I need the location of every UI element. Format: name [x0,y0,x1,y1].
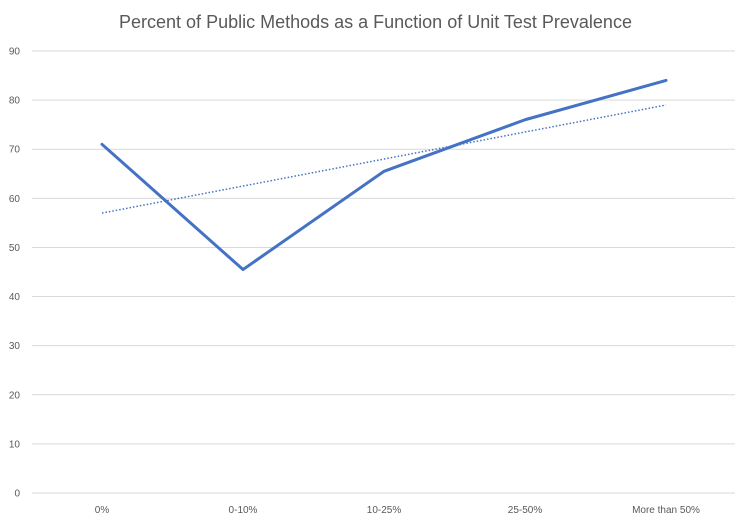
y-tick-label-50: 50 [9,243,21,254]
y-tick-label-90: 90 [9,47,21,58]
series-line-0 [100,78,668,272]
y-tick-label-30: 30 [9,341,21,352]
trendline [101,104,667,214]
chart-title: Percent of Public Methods as a Function … [119,12,632,32]
y-tick-label-20: 20 [9,390,21,401]
x-tick-label-2: 10-25% [367,505,402,516]
x-tick-label-3: 25-50% [508,505,543,516]
x-tick-label-4: More than 50% [632,505,700,516]
x-tick-label-0: 0% [95,505,110,516]
x-tick-label-1: 0-10% [229,505,258,516]
y-tick-label-80: 80 [9,96,21,107]
y-tick-label-40: 40 [9,292,21,303]
y-tick-label-10: 10 [9,439,21,450]
y-tick-label-0: 0 [14,489,20,500]
y-tick-label-70: 70 [9,145,21,156]
y-tick-label-60: 60 [9,194,21,205]
